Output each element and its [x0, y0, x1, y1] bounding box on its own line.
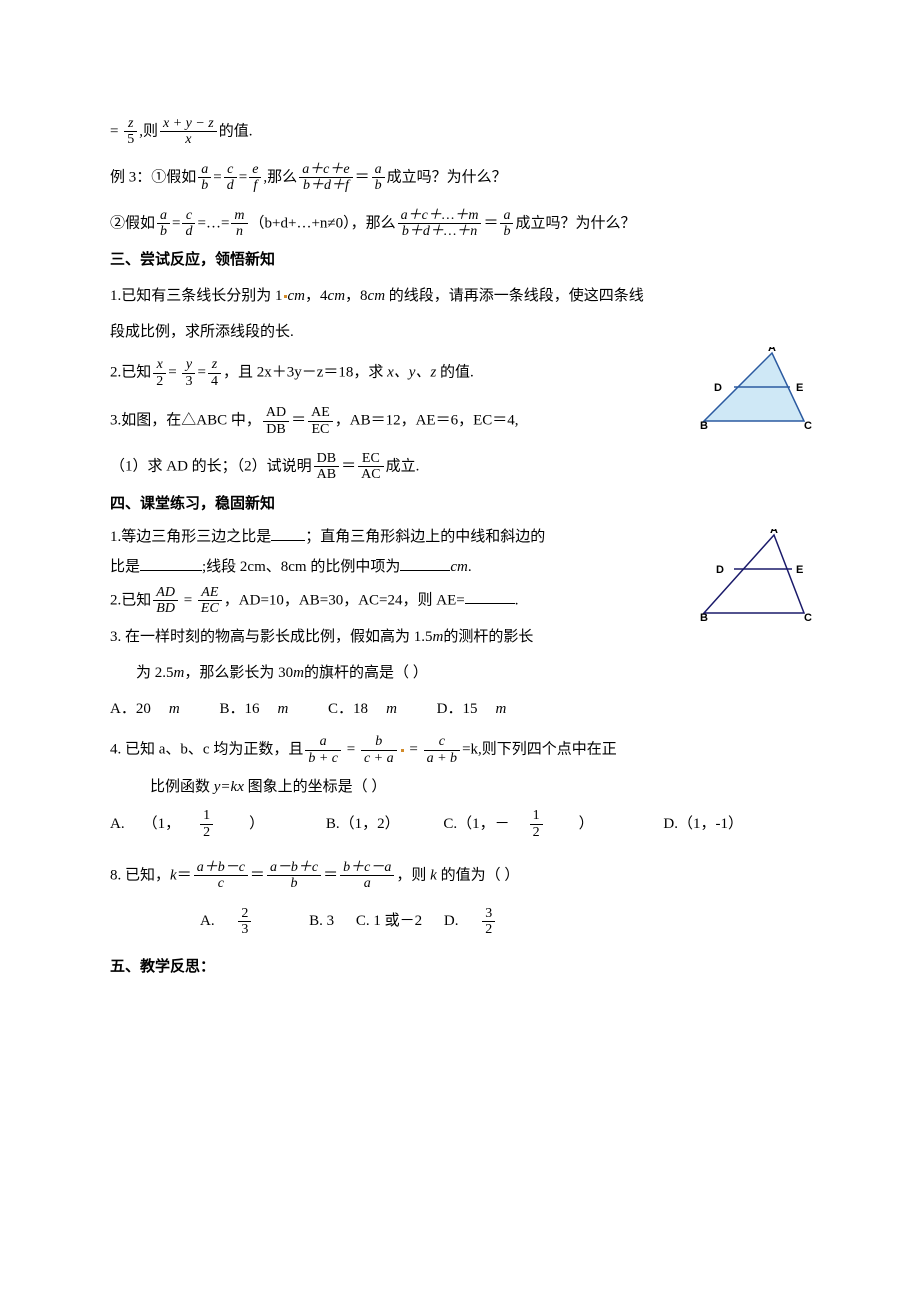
- q4-4-line2: 比例函数 y=kx 图象上的坐标是（ ）: [110, 772, 810, 802]
- q8-options: A. 23 B. 3 C. 1 或－2 D. 32: [110, 906, 810, 938]
- svg-text:E: E: [796, 382, 803, 394]
- svg-text:E: E: [796, 564, 803, 576]
- dot-icon: [401, 749, 404, 752]
- q3-1b: 段成比例，求所添线段的长.: [110, 317, 810, 347]
- q8: 8. 已知，k＝a＋b－cc＝a－b＋cb＝b＋c－aa，则 k 的值为（ ）: [110, 860, 810, 892]
- blank-4: [465, 589, 515, 604]
- triangle-figure-2: A B C D E: [696, 529, 814, 624]
- q4-4-options: A.（1，12） B.（1，2） C.（1，－12） D.（1，-1）: [110, 808, 810, 840]
- svg-text:A: A: [768, 347, 776, 354]
- q4-3-line1: 3. 在一样时刻的物高与影长成比例，假如高为 1.5m的测杆的影长: [110, 622, 810, 652]
- q3-3b: （1）求 AD 的长；（2）试说明DBAB＝ECAC成立.: [110, 451, 810, 483]
- q4-3-line2: 为 2.5m，那么影长为 30m的旗杆的高是（ ）: [110, 658, 810, 688]
- section-5-title: 五、教学反思：: [110, 952, 810, 982]
- blank-3: [400, 556, 450, 571]
- frac-line-1: = z5,则x + y − zx的值.: [110, 116, 810, 148]
- svg-text:C: C: [804, 420, 812, 432]
- svg-text:D: D: [714, 382, 722, 394]
- triangle-figure-1: A B C D E: [696, 347, 814, 433]
- q3-1: 1.已知有三条线长分别为 1cm，4cm，8cm 的线段，请再添一条线段，使这四…: [110, 281, 810, 311]
- example-3b: ②假如ab=cd=…=mn（b+d+…+n≠0），那么a＋c＋…＋mb＋d＋…＋…: [110, 208, 810, 240]
- q4-3-options: A．20m B．16m C．18m D．15m: [110, 694, 810, 724]
- svg-text:C: C: [804, 612, 812, 624]
- blank-2: [140, 556, 202, 571]
- svg-text:B: B: [700, 420, 708, 432]
- section-4-title: 四、课堂练习，稳固新知: [110, 489, 810, 519]
- svg-text:D: D: [716, 564, 724, 576]
- blank-1: [271, 526, 305, 541]
- section-3-title: 三、尝试反应，领悟新知: [110, 245, 810, 275]
- q4-4-line1: 4. 已知 a、b、c 均为正数，且ab + c = bc + a = ca +…: [110, 734, 810, 766]
- dot-icon: [284, 295, 287, 298]
- svg-text:B: B: [700, 612, 708, 624]
- example-3a: 例 3：①假如ab=cd=ef,那么a＋c＋eb＋d＋f＝ab成立吗？为什么？: [110, 162, 810, 194]
- svg-text:A: A: [770, 529, 778, 536]
